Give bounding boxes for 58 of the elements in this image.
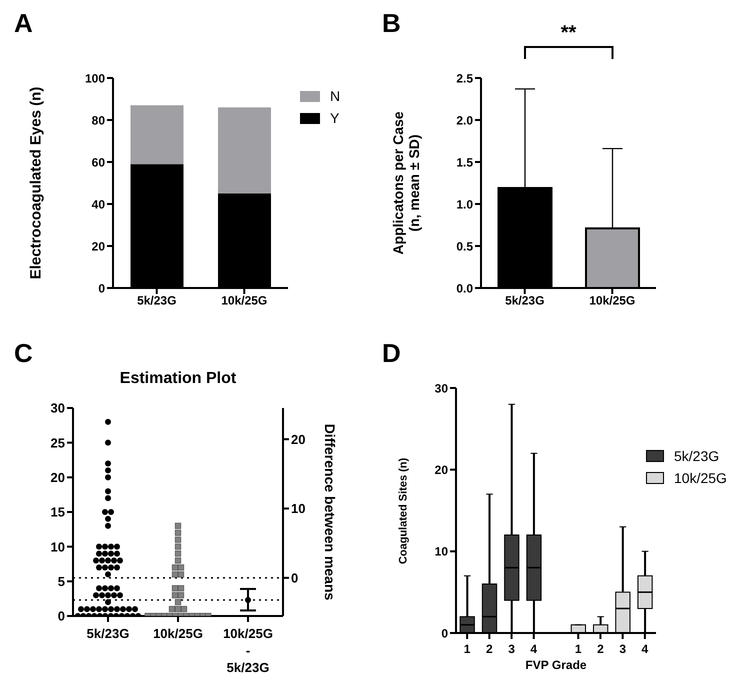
y-tick-label: 100 — [84, 71, 106, 86]
y-tick-label: 1.5 — [456, 155, 474, 170]
y-axis-title: Applicatons per Case (n, mean ± SD) — [390, 111, 422, 255]
x-tick-label: 5k/23G — [505, 294, 544, 308]
text: C — [14, 338, 33, 369]
text: B — [382, 8, 401, 39]
legend-label: N — [330, 88, 340, 104]
y-tick-label: 40 — [92, 197, 106, 212]
x-tick-label: 10k/25G - 5k/23G — [223, 626, 273, 675]
y-tick-label: 5 — [58, 574, 65, 589]
y-tick-label: 80 — [92, 113, 106, 128]
y-tick-label: 60 — [92, 155, 106, 170]
text: D — [382, 338, 401, 369]
y-tick-label: 10 — [434, 544, 448, 559]
y-tick-label: 15 — [50, 504, 65, 520]
text: ** — [560, 22, 576, 45]
x-tick-label: 10k/25G — [153, 626, 203, 641]
x-tick-label: 10k/25G — [221, 294, 268, 308]
y-tick-label: 1.0 — [456, 197, 474, 212]
y2-tick-label: 10 — [291, 501, 306, 516]
legend-label: 10k/25G — [674, 470, 727, 486]
y-tick-label: 25 — [50, 435, 65, 450]
x-tick-label: 3 — [619, 642, 626, 656]
y-tick-label: 2.0 — [456, 113, 474, 128]
y-tick-label: 0 — [98, 281, 106, 296]
legend-label: Y — [330, 110, 340, 126]
legend-label: 5k/23G — [674, 448, 720, 464]
y2-axis-title: Difference between means — [322, 424, 338, 600]
x-tick-label: 5k/23G — [137, 294, 176, 308]
y-tick-label: 20 — [92, 239, 106, 254]
y-tick-label: 0 — [441, 626, 448, 640]
y-tick-label: 30 — [434, 381, 448, 396]
x-axis-title: FVP Grade — [525, 658, 587, 672]
y-axis-title: Electrocoagulated Eyes (n) — [27, 86, 45, 280]
y-axis-title: Coagulated Sites (n) — [398, 457, 410, 564]
y-tick-label: 20 — [50, 470, 65, 485]
x-tick-label: 1 — [464, 642, 471, 656]
y-tick-label: 30 — [50, 400, 65, 416]
x-tick-label: 5k/23G — [86, 626, 130, 641]
x-tick-label: 2 — [486, 642, 493, 656]
x-tick-label: 1 — [574, 642, 582, 656]
text: A — [14, 8, 33, 39]
y-tick-label: 0.5 — [456, 239, 474, 254]
y-tick-label: 2.5 — [456, 71, 474, 86]
bar — [130, 105, 184, 164]
y-tick-label: 10 — [50, 539, 65, 554]
x-tick-label: 10k/25G — [589, 294, 636, 308]
y2-tick-label: 0 — [291, 570, 298, 586]
x-tick-label: 2 — [597, 642, 604, 656]
y-tick-label: 20 — [434, 462, 448, 477]
chart-title: Estimation Plot — [120, 370, 236, 388]
y-tick-label: 0.0 — [456, 281, 474, 296]
y-tick-label: 0 — [58, 608, 65, 624]
x-tick-label: 3 — [508, 642, 516, 656]
x-tick-label: 4 — [642, 642, 649, 656]
y2-tick-label: 20 — [291, 432, 306, 447]
bar — [218, 107, 271, 194]
x-tick-label: 4 — [530, 642, 538, 656]
